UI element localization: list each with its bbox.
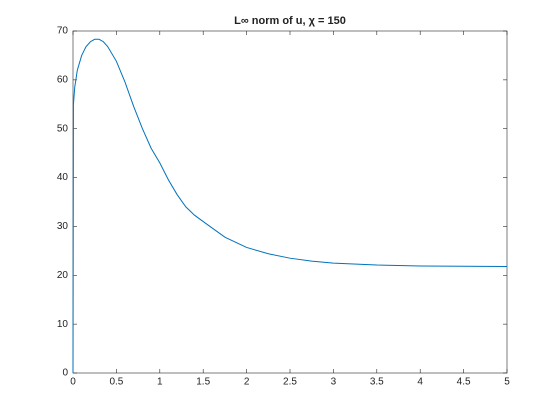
x-tick-label: 4.5 [457, 377, 471, 388]
plot-box [72, 30, 508, 374]
chart-title: L∞ norm of u, χ = 150 [234, 15, 346, 27]
y-tick-label: 60 [57, 74, 69, 85]
y-tick-label: 10 [57, 319, 69, 330]
x-tick-label: 1 [157, 377, 163, 388]
x-tick-label: 4 [417, 377, 423, 388]
x-tick-label: 1.5 [196, 377, 210, 388]
x-tick-label: 2.5 [283, 377, 297, 388]
line-series [72, 38, 508, 374]
x-tick-label: 0.5 [109, 377, 123, 388]
x-tick-label: 3.5 [370, 377, 384, 388]
y-tick-label: 20 [57, 270, 69, 281]
x-tick-label: 0 [70, 377, 76, 388]
x-tick-label: 3 [331, 377, 337, 388]
y-tick-label: 40 [57, 172, 69, 183]
y-tick-label: 70 [57, 26, 69, 37]
x-tick-label: 5 [504, 377, 510, 388]
x-tick-label: 2 [244, 377, 250, 388]
y-tick-label: 0 [62, 368, 68, 379]
y-tick-label: 50 [57, 123, 69, 134]
y-tick-label: 30 [57, 221, 69, 232]
